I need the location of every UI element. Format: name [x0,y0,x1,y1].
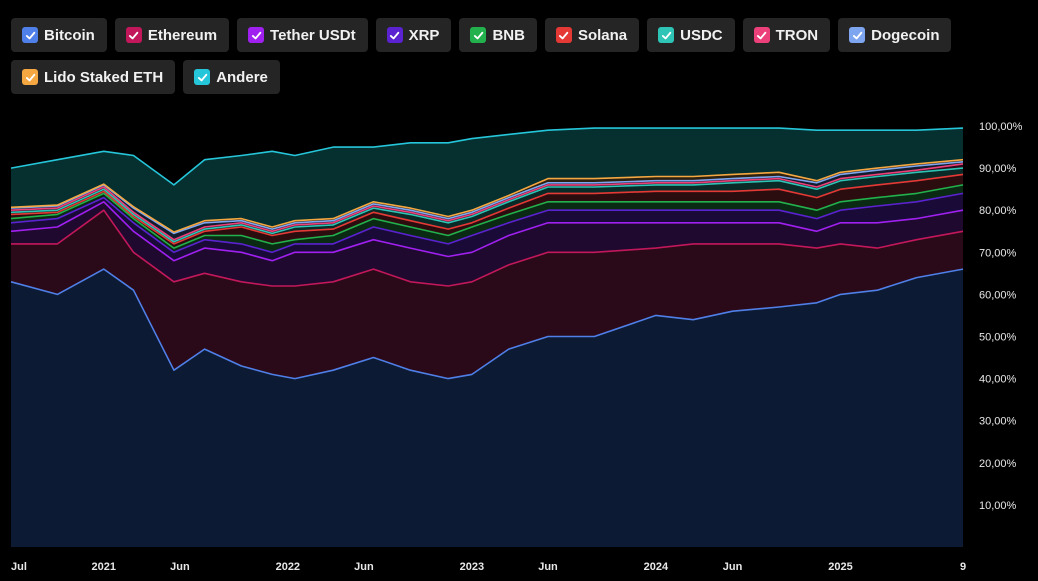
y-tick-label: 20,00% [979,458,1017,470]
legend-item-solana[interactable]: Solana [544,18,640,52]
line-bnb [10,184,964,249]
checkbox-checked-icon[interactable] [849,27,866,43]
legend-label: Andere [216,68,268,86]
legend-item-tron[interactable]: TRON [742,18,831,52]
legend-label: Tether USDt [270,26,356,44]
legend-item-ethereum[interactable]: Ethereum [114,18,230,52]
x-tick-label: 2021 [92,561,116,573]
legend-item-tether-usdt[interactable]: Tether USDt [237,18,368,52]
line-lido-staked-eth [10,158,964,233]
checkbox-checked-icon[interactable] [248,27,265,43]
legend-label: Bitcoin [44,26,95,44]
line-dogecoin [10,161,964,235]
y-tick-label: 70,00% [979,247,1017,259]
checkbox-checked-icon[interactable] [22,27,38,43]
checkbox-checked-icon[interactable] [22,69,38,85]
legend-item-usdc[interactable]: USDC [647,18,735,52]
checkbox-checked-icon[interactable] [658,27,675,43]
legend-item-bnb[interactable]: BNB [459,18,537,52]
x-tick-label: 2025 [828,561,852,573]
line-tether-usdt [10,201,964,262]
line-bitcoin [10,268,964,380]
y-tick-label: 100,00% [979,121,1023,133]
legend: Bitcoin Ethereum Tether USDt XRP BNB Solana US… [11,18,1031,94]
y-tick-label: 80,00% [979,205,1017,217]
checkbox-checked-icon[interactable] [555,27,572,43]
x-tick-label: Jun [354,561,374,573]
area-bitcoin [11,269,963,547]
line-tron [10,163,964,241]
checkbox-checked-icon[interactable] [194,69,211,85]
y-tick-label: 30,00% [979,416,1017,428]
y-tick-label: 40,00% [979,374,1017,386]
checkbox-checked-icon[interactable] [470,27,487,43]
legend-label: Dogecoin [871,26,940,44]
x-tick-label: Jun [538,561,558,573]
x-tick-label: 2023 [460,561,484,573]
legend-item-lido-staked-eth[interactable]: Lido Staked ETH [11,60,176,94]
legend-label: XRP [408,26,440,44]
legend-item-andere[interactable]: Andere [183,60,280,94]
legend-item-xrp[interactable]: XRP [375,18,452,52]
legend-label: Ethereum [147,26,218,44]
x-tick-label: Jul [11,561,27,573]
x-tick-label: Jun [723,561,743,573]
x-tick-label: Jun [170,561,190,573]
x-tick-label: 2024 [644,561,669,573]
legend-label: Lido Staked ETH [44,68,164,86]
y-tick-label: 50,00% [979,332,1017,344]
checkbox-checked-icon[interactable] [125,27,142,43]
y-tick-label: 10,00% [979,500,1017,512]
line-andere [10,127,964,186]
y-tick-label: 90,00% [979,163,1017,175]
line-usdc [10,167,964,243]
line-xrp [10,192,964,254]
x-tick-label: 9 [960,561,966,573]
line-ethereum [11,209,964,287]
x-tick-label: 2022 [276,561,300,573]
legend-label: USDC [680,26,723,44]
legend-item-bitcoin[interactable]: Bitcoin [11,18,107,52]
legend-label: TRON [775,26,819,44]
legend-item-dogecoin[interactable]: Dogecoin [838,18,952,52]
legend-label: Solana [577,26,628,44]
checkbox-checked-icon[interactable] [753,27,770,43]
line-solana [10,173,964,245]
legend-label: BNB [492,26,525,44]
checkbox-checked-icon[interactable] [386,27,403,43]
y-tick-label: 60,00% [979,289,1017,301]
